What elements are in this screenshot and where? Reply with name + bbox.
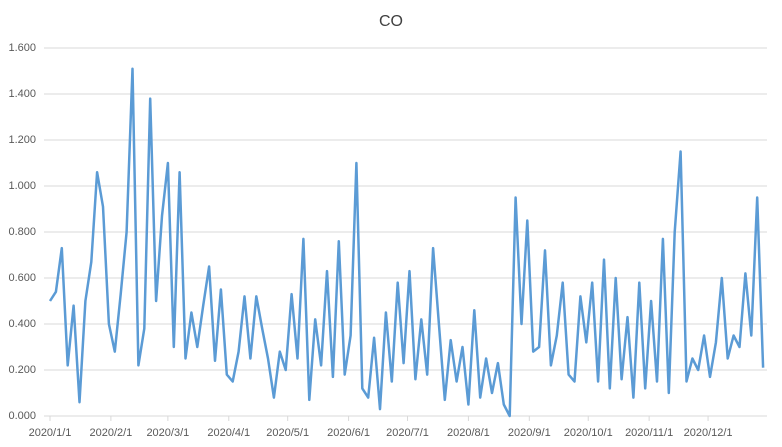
- x-tick-label: 2020/5/1: [266, 427, 309, 439]
- x-tick-label: 2020/4/1: [207, 427, 250, 439]
- y-tick-label: 0.600: [8, 272, 36, 284]
- y-tick-label: 0.800: [8, 226, 36, 238]
- x-tick-label: 2020/11/1: [625, 427, 673, 439]
- x-tick-label: 2020/9/1: [508, 427, 551, 439]
- y-tick-label: 0.400: [8, 318, 36, 330]
- x-tick-label: 2020/12/1: [684, 427, 733, 439]
- x-tick-label: 2020/2/1: [89, 427, 132, 439]
- y-tick-label: 0.000: [8, 410, 36, 422]
- y-tick-label: 1.200: [8, 134, 36, 146]
- x-tick-label: 2020/10/1: [564, 427, 613, 439]
- y-tick-label: 1.600: [8, 42, 36, 54]
- x-tick-label: 2020/3/1: [146, 427, 189, 439]
- chart-title: CO: [379, 13, 403, 30]
- y-tick-label: 0.200: [8, 364, 36, 376]
- y-tick-label: 1.400: [8, 88, 36, 100]
- series-line: [48, 67, 765, 418]
- x-tick-label: 2020/1/1: [29, 427, 72, 439]
- x-tick-label: 2020/7/1: [386, 427, 429, 439]
- x-tick-label: 2020/6/1: [327, 427, 370, 439]
- x-tick-label: 2020/8/1: [447, 427, 490, 439]
- y-tick-label: 1.000: [8, 180, 36, 192]
